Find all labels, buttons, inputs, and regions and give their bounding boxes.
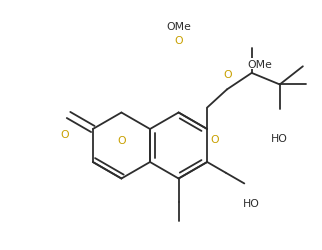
Text: O: O bbox=[223, 70, 232, 80]
Text: O: O bbox=[210, 135, 219, 145]
Text: OMe: OMe bbox=[166, 22, 191, 32]
Text: O: O bbox=[174, 36, 183, 46]
Text: HO: HO bbox=[271, 133, 288, 143]
Text: HO: HO bbox=[243, 198, 260, 208]
Text: O: O bbox=[117, 135, 126, 145]
Text: OMe: OMe bbox=[247, 59, 272, 69]
Text: O: O bbox=[60, 130, 69, 140]
